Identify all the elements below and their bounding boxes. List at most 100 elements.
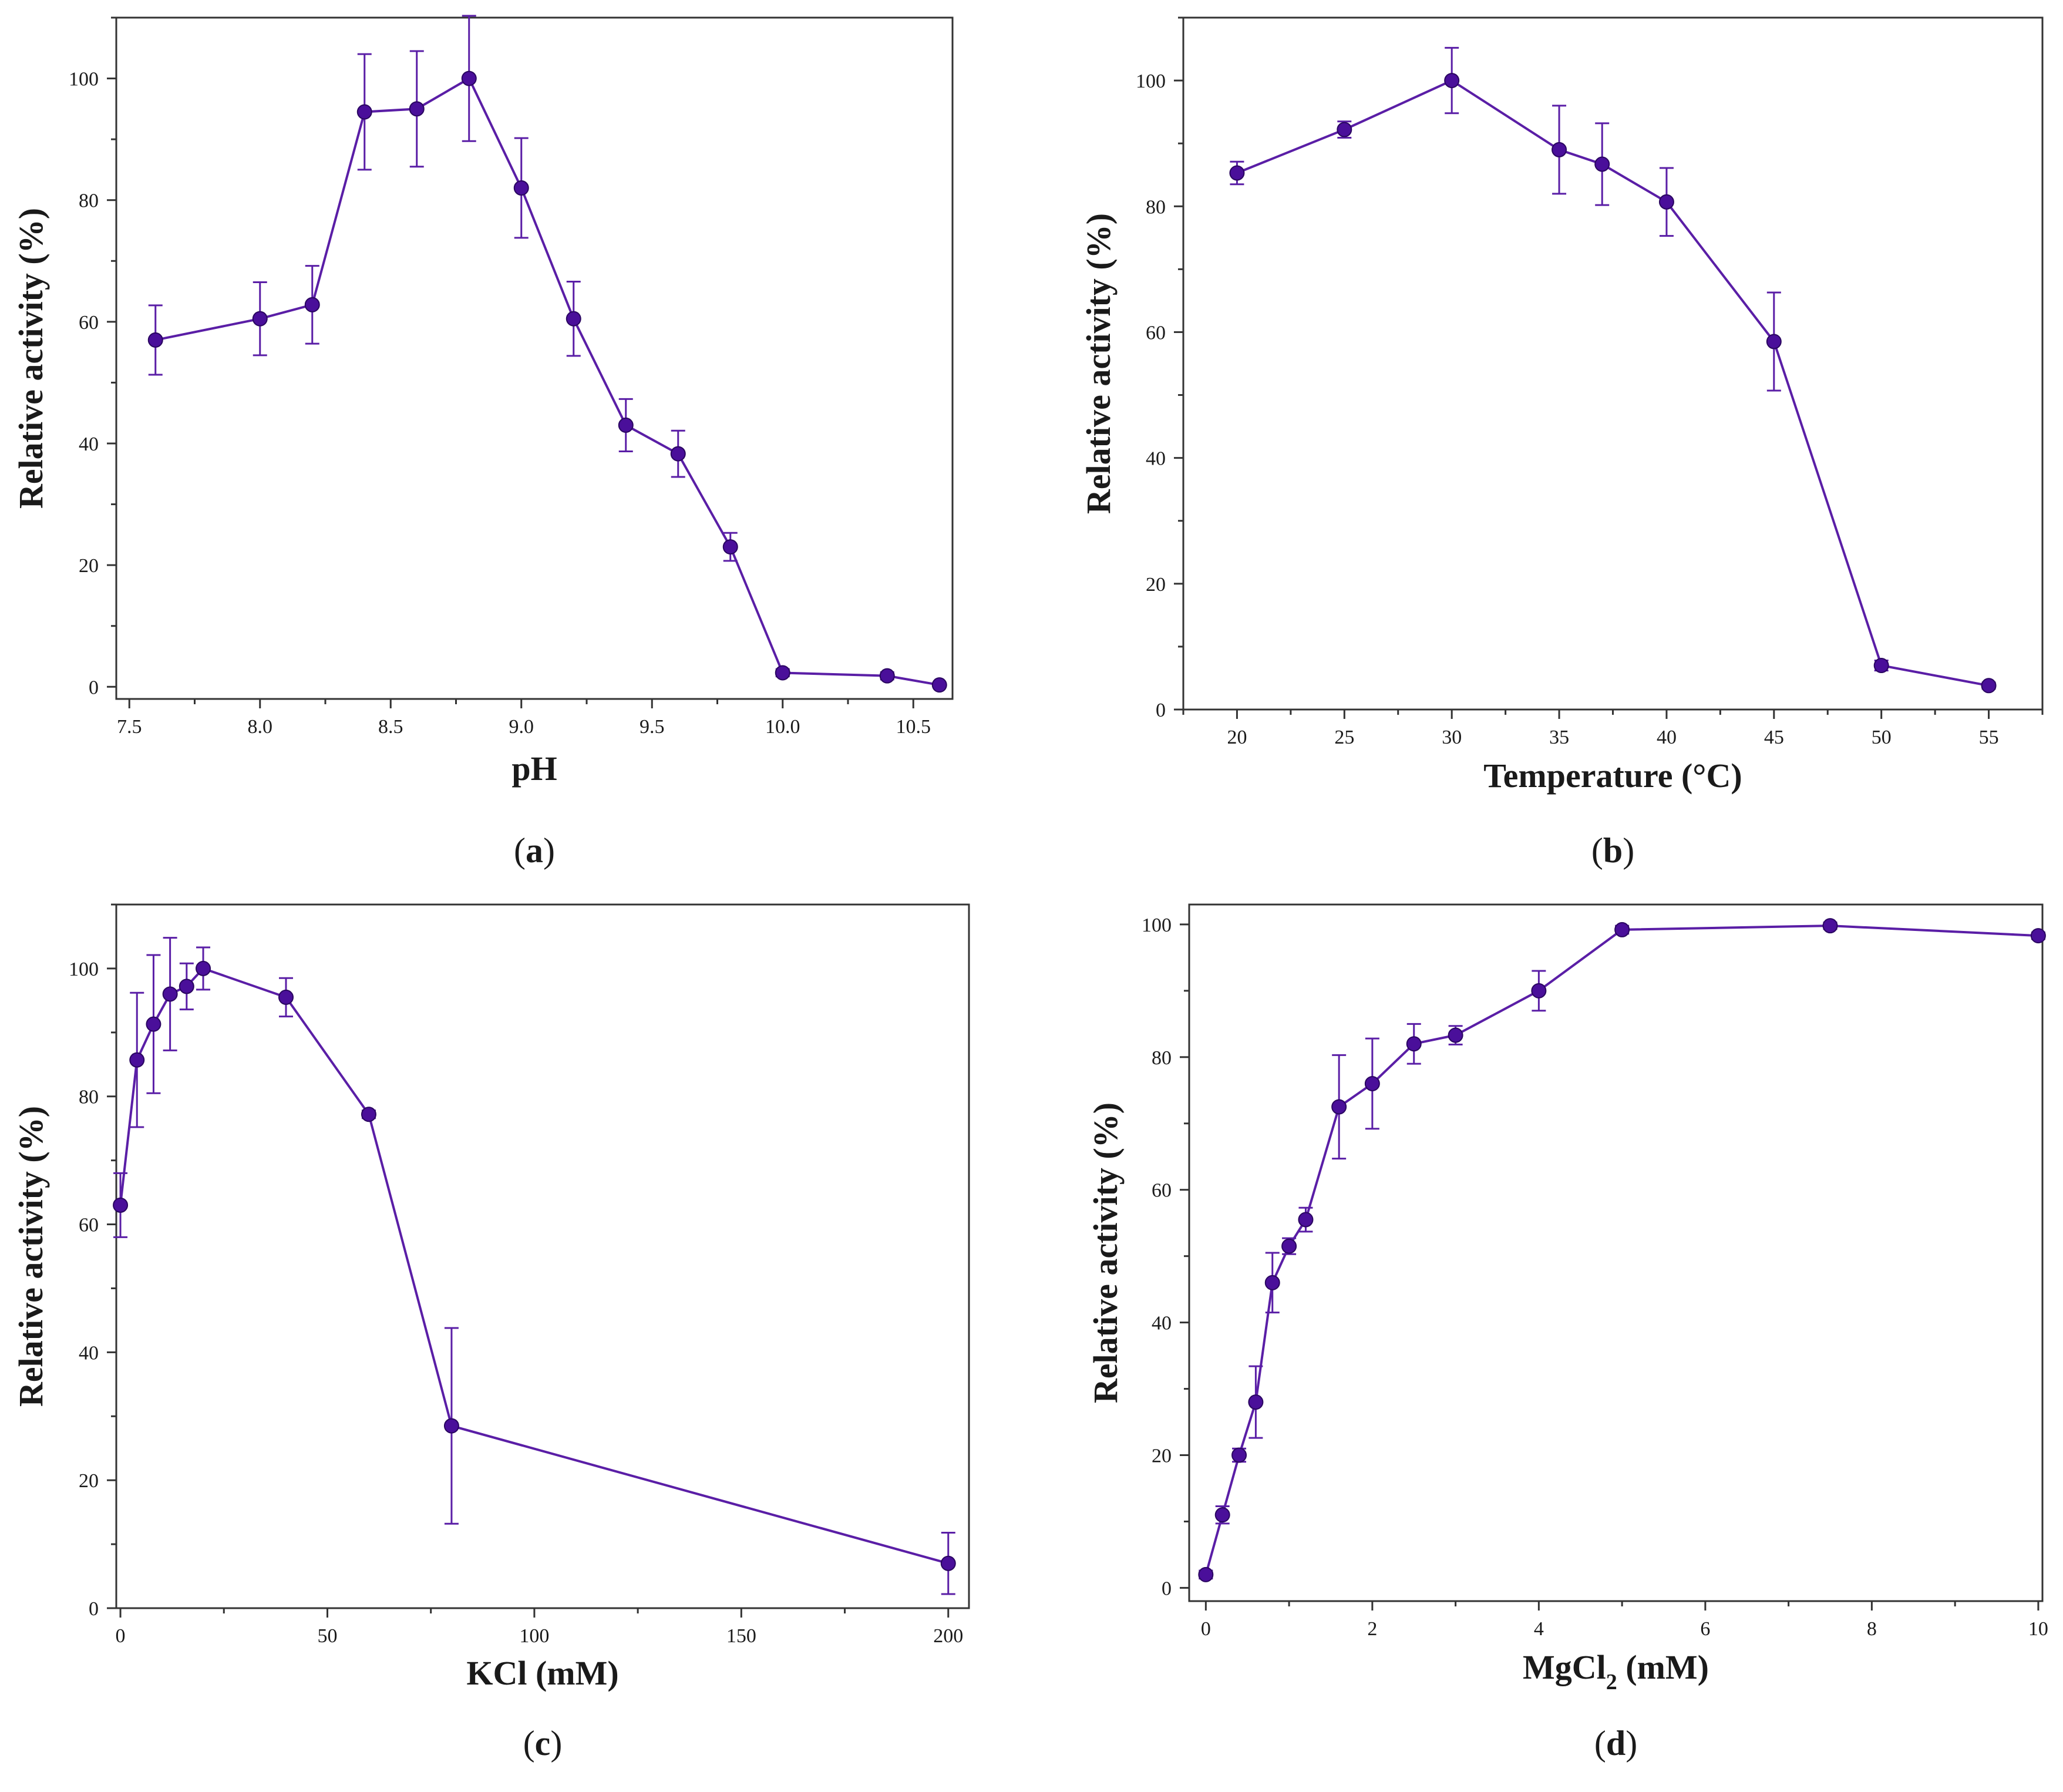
data-point [1873, 658, 1889, 674]
y-tick-label: 100 [69, 959, 99, 980]
x-tick-label: 2 [1367, 1618, 1377, 1640]
x-tick-label: 8.5 [378, 716, 403, 738]
plot-frame [115, 903, 970, 1609]
y-tick-label: 0 [89, 677, 99, 698]
data-point [252, 311, 268, 327]
panel-b-chart: 20 25 30 35 40 45 50 55 0 20 40 60 80 100 Temperature … [1079, 16, 2044, 870]
x-tick-label: 10.5 [896, 716, 931, 738]
x-tick-label: 0 [116, 1625, 126, 1647]
x-tick-label: 10.0 [765, 716, 800, 738]
x-axis-label: Temperature (°C) [1483, 757, 1742, 795]
panel-label: (d) [1594, 1724, 1637, 1763]
y-tick-label: 80 [1152, 1047, 1172, 1069]
panel-label: (b) [1591, 831, 1634, 870]
data-point [1594, 156, 1610, 172]
data-point [1406, 1036, 1422, 1052]
y-tick-label: 40 [1152, 1313, 1172, 1334]
y-tick-label: 60 [1152, 1180, 1172, 1202]
x-axis-label: MgCl2 (mM) [1523, 1648, 1709, 1695]
data-point [1658, 194, 1674, 210]
x-axis-label-subscript: 2 [1606, 1670, 1617, 1695]
data-point [1264, 1275, 1280, 1290]
data-point [147, 332, 163, 348]
x-tick-label: 10 [2028, 1618, 2048, 1640]
x-tick-label: 20 [1227, 727, 1247, 748]
x-tick-label: 4 [1534, 1618, 1544, 1640]
x-tick-label: 45 [1764, 727, 1784, 748]
data-point [1229, 165, 1245, 181]
x-tick-label: 55 [1979, 727, 1999, 748]
data-point [940, 1555, 956, 1571]
y-tick-label: 0 [1162, 1578, 1172, 1599]
data-point [1198, 1566, 1214, 1582]
series-line [155, 76, 940, 687]
x-axis-label-unit: (mM) [1617, 1648, 1709, 1686]
panel-label: (c) [523, 1724, 563, 1763]
y-tick-label: 80 [1146, 196, 1166, 218]
panel-c-chart: 0 50 100 150 200 0 20 40 60 80 100 KCl (mM) Relative… [12, 903, 970, 1763]
y-axis-label: Relative activity (%) [12, 1106, 50, 1407]
data-point [356, 104, 372, 120]
x-tick-label: 7.5 [117, 716, 142, 738]
data-point [722, 539, 738, 555]
x-tick-label: 50 [317, 1625, 337, 1647]
data-point [566, 311, 581, 327]
data-point [670, 446, 686, 462]
data-point [1766, 334, 1782, 349]
y-tick-label: 80 [79, 190, 99, 212]
data-point [1298, 1212, 1314, 1228]
x-tick-label: 8.0 [248, 716, 273, 738]
series-line [1236, 79, 1989, 687]
y-tick-label: 20 [1152, 1445, 1172, 1467]
x-tick-label: 25 [1334, 727, 1354, 748]
panel-letter: a [526, 831, 543, 870]
x-tick-label: 100 [519, 1625, 549, 1647]
data-point [179, 979, 194, 994]
x-tick-label: 9.5 [640, 716, 665, 738]
panel-letter: b [1603, 831, 1623, 870]
data-point [409, 101, 425, 117]
data-point [1614, 922, 1630, 937]
x-axis-label: KCl (mM) [466, 1654, 618, 1692]
y-tick-label: 100 [69, 69, 99, 90]
x-tick-label: 0 [1201, 1618, 1211, 1640]
y-axis-label: Relative activity (%) [1079, 213, 1118, 514]
data-point [879, 668, 895, 684]
data-point [146, 1016, 161, 1032]
x-tick-label: 200 [933, 1625, 963, 1647]
data-point [775, 665, 790, 681]
y-tick-label: 60 [1146, 322, 1166, 344]
data-point [443, 1418, 459, 1434]
data-point [1531, 983, 1547, 998]
y-tick-label: 40 [79, 433, 99, 455]
data-point [1248, 1394, 1264, 1410]
y-tick-label: 20 [79, 555, 99, 577]
data-point [129, 1052, 145, 1068]
data-point [2030, 928, 2046, 944]
data-point [1444, 73, 1460, 89]
data-point [618, 417, 634, 433]
y-tick-label: 20 [79, 1470, 99, 1492]
data-point [113, 1197, 129, 1213]
data-point [1448, 1027, 1463, 1043]
x-tick-label: 8 [1867, 1618, 1877, 1640]
series-line [119, 967, 949, 1565]
data-point [304, 297, 320, 312]
data-point [1981, 678, 1997, 694]
data-point [1337, 122, 1352, 137]
panel-a-chart: 7.5 8.0 8.5 9.0 9.5 10.0 10.5 0 20 40 60 80 100 pH Rel… [12, 15, 954, 870]
x-tick-label: 6 [1700, 1618, 1710, 1640]
data-point [1231, 1447, 1247, 1463]
plot-frame [1182, 16, 2044, 711]
data-point [461, 70, 477, 86]
y-tick-label: 100 [1142, 915, 1172, 936]
data-point [1331, 1099, 1347, 1115]
y-tick-label: 60 [79, 312, 99, 334]
x-tick-label: 30 [1442, 727, 1462, 748]
y-axis-label: Relative activity (%) [1086, 1102, 1125, 1403]
data-point [1281, 1238, 1297, 1254]
data-point [931, 677, 947, 693]
y-tick-label: 100 [1136, 70, 1166, 92]
